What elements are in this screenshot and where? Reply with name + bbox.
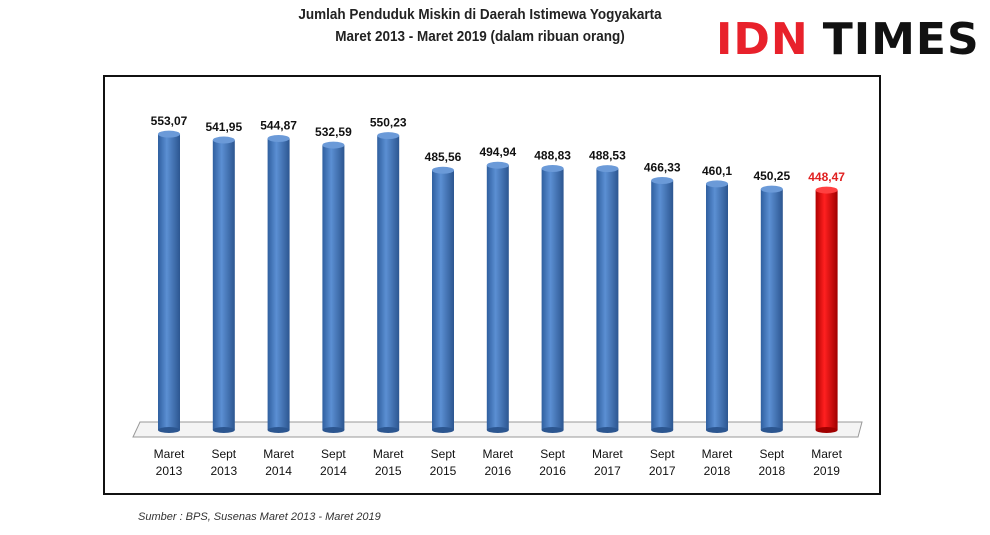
x-tick-label: Maret <box>154 447 185 461</box>
bar-base <box>267 427 290 433</box>
x-tick-label: Maret <box>592 447 623 461</box>
x-tick-label: 2016 <box>539 464 566 478</box>
x-tick-label: 2014 <box>265 464 292 478</box>
bar-base <box>432 427 454 433</box>
x-tick-label: 2016 <box>484 464 511 478</box>
bar-top <box>432 166 454 174</box>
data-label: 488,83 <box>534 148 571 162</box>
bar-base <box>815 427 838 433</box>
x-tick-label: Maret <box>263 447 294 461</box>
bar-base <box>377 427 400 433</box>
bar-top <box>486 161 509 169</box>
data-label: 485,56 <box>425 150 462 164</box>
idn-times-logo: IDN TIMES <box>716 14 980 65</box>
bar <box>706 183 728 430</box>
data-label: 448,47 <box>808 170 845 184</box>
bar-base <box>706 427 728 433</box>
bar-top <box>267 134 290 142</box>
bar <box>541 168 564 430</box>
bar-top <box>596 165 619 173</box>
bar <box>651 180 674 430</box>
bar-top <box>377 132 400 140</box>
bar-top <box>158 130 180 138</box>
x-tick-label: 2015 <box>375 464 402 478</box>
x-tick-label: Maret <box>482 447 513 461</box>
x-tick-label: 2015 <box>430 464 457 478</box>
x-tick-label: Sept <box>759 447 784 461</box>
x-tick-label: 2017 <box>649 464 676 478</box>
bar <box>760 189 783 430</box>
bar-top <box>212 136 235 144</box>
source-note: Sumber : BPS, Susenas Maret 2013 - Maret… <box>138 511 381 523</box>
data-label: 550,23 <box>370 116 407 130</box>
bar <box>596 168 619 430</box>
bar <box>432 170 454 430</box>
bar-top <box>541 164 564 172</box>
x-tick-label: 2014 <box>320 464 347 478</box>
data-label: 532,59 <box>315 125 352 139</box>
data-label: 460,1 <box>702 164 732 178</box>
x-tick-label: Sept <box>211 447 236 461</box>
bar <box>815 190 838 430</box>
bar <box>322 145 345 431</box>
data-label: 466,33 <box>644 161 681 175</box>
x-tick-label: 2013 <box>210 464 237 478</box>
x-tick-label: Maret <box>811 447 842 461</box>
data-label: 450,25 <box>753 169 790 183</box>
chart-frame <box>103 75 881 495</box>
bar-top <box>322 141 345 149</box>
bar-base <box>158 427 180 433</box>
bar-base <box>212 427 235 433</box>
x-tick-label: 2019 <box>813 464 840 478</box>
data-label: 553,07 <box>151 114 188 128</box>
bar-base <box>486 427 509 433</box>
x-tick-label: 2017 <box>594 464 621 478</box>
bar <box>158 134 180 430</box>
bar-top <box>760 185 783 193</box>
bar-top <box>815 186 838 194</box>
bar <box>377 135 400 430</box>
data-label: 494,94 <box>479 145 516 159</box>
bar-base <box>760 427 783 433</box>
bar-top <box>651 177 674 185</box>
x-tick-label: 2013 <box>156 464 183 478</box>
x-tick-label: Sept <box>650 447 675 461</box>
bar-base <box>322 427 345 433</box>
bar <box>267 138 290 430</box>
chart-subtitle: Maret 2013 - Maret 2019 (dalam ribuan or… <box>335 28 625 45</box>
bar <box>212 140 235 430</box>
data-label: 488,53 <box>589 149 626 163</box>
x-tick-label: Sept <box>540 447 565 461</box>
x-tick-label: Maret <box>373 447 404 461</box>
x-tick-label: 2018 <box>704 464 731 478</box>
data-label: 541,95 <box>205 120 242 134</box>
x-tick-label: Maret <box>702 447 733 461</box>
bar-base <box>651 427 674 433</box>
x-tick-label: Sept <box>431 447 456 461</box>
bar <box>486 165 509 431</box>
bar-top <box>706 180 728 188</box>
chart-title: Jumlah Penduduk Miskin di Daerah Istimew… <box>298 6 662 23</box>
bar-base <box>541 427 564 433</box>
x-tick-label: 2018 <box>758 464 785 478</box>
bar-base <box>596 427 619 433</box>
data-label: 544,87 <box>260 118 297 132</box>
x-tick-label: Sept <box>321 447 346 461</box>
